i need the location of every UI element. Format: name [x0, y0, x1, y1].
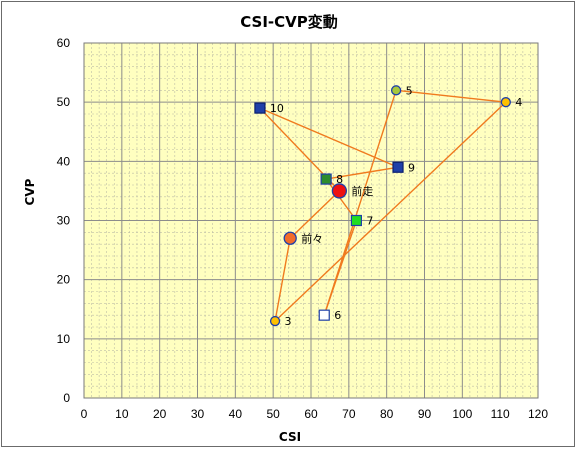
- y-tick-label: 50: [57, 95, 71, 109]
- point-label: 前走: [351, 184, 373, 198]
- point-label: 4: [515, 96, 522, 109]
- point-marker: [350, 214, 362, 227]
- point-marker: [269, 315, 281, 327]
- y-tick-label: 20: [57, 273, 71, 287]
- x-tick-label: 110: [491, 407, 510, 421]
- chart-title: CSI-CVP変動: [240, 13, 338, 31]
- point-label: 7: [366, 215, 373, 228]
- point-marker: [283, 231, 297, 245]
- connection-lines: [259, 89, 507, 322]
- point-marker: [390, 85, 402, 96]
- point-label: 前々: [301, 231, 323, 245]
- connection-line: [274, 238, 291, 322]
- y-axis-title: CVP: [23, 178, 37, 205]
- x-tick-label: 30: [191, 407, 205, 421]
- point-label: 6: [334, 309, 341, 322]
- y-tick-label: 0: [63, 391, 70, 405]
- connection-line: [323, 90, 397, 316]
- x-tick-label: 90: [418, 407, 432, 421]
- connection-line: [396, 89, 506, 103]
- point-marker: [254, 102, 266, 114]
- x-tick-label: 100: [452, 407, 472, 421]
- x-tick-label: 20: [153, 407, 167, 421]
- point-label: 3: [285, 315, 292, 328]
- y-tick-label: 10: [57, 332, 71, 346]
- x-tick-label: 70: [342, 407, 356, 421]
- point-marker: [318, 309, 330, 321]
- x-tick-label: 40: [229, 407, 243, 421]
- x-tick-label: 80: [380, 407, 394, 421]
- point-label: 8: [336, 173, 343, 186]
- connection-line: [326, 166, 399, 180]
- point-marker: [331, 183, 348, 199]
- point-marker: [392, 161, 404, 173]
- x-axis-title: CSI: [279, 430, 301, 444]
- point-labels: 前々 3 4 5 6 7 8 9 10 前走: [270, 84, 522, 328]
- connection-line: [325, 178, 357, 221]
- x-tick-labels: 0 10 20 30 40 50 60 70 80 90 100 110 120: [81, 407, 549, 421]
- y-tick-label: 40: [57, 154, 71, 168]
- grid: [83, 42, 539, 399]
- plot-border: [83, 42, 539, 399]
- x-tick-label: 0: [81, 407, 88, 421]
- point-label: 9: [408, 161, 415, 174]
- point-marker: [320, 173, 332, 185]
- connection-line: [289, 190, 340, 239]
- y-tick-labels: 0 10 20 30 40 50 60: [57, 36, 71, 405]
- x-tick-label: 60: [304, 407, 318, 421]
- x-tick-label: 10: [115, 407, 129, 421]
- point-label: 10: [270, 102, 284, 115]
- y-tick-label: 30: [57, 214, 71, 228]
- connection-line: [323, 220, 358, 316]
- x-tick-label: 50: [266, 407, 280, 421]
- connection-line: [259, 107, 399, 168]
- x-tick-label: 120: [528, 407, 548, 421]
- markers: [254, 85, 511, 327]
- point-marker: [500, 97, 511, 108]
- point-label: 5: [406, 84, 413, 97]
- connection-line: [274, 101, 507, 322]
- y-tick-label: 60: [57, 36, 71, 50]
